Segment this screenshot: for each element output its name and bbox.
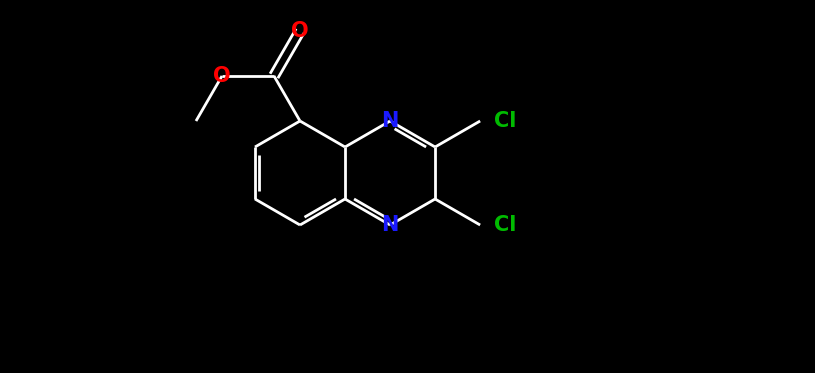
Text: Cl: Cl — [494, 111, 517, 131]
Text: N: N — [381, 111, 399, 131]
Text: N: N — [381, 215, 399, 235]
Text: Cl: Cl — [494, 215, 517, 235]
Text: O: O — [291, 21, 309, 41]
Text: O: O — [214, 66, 231, 86]
